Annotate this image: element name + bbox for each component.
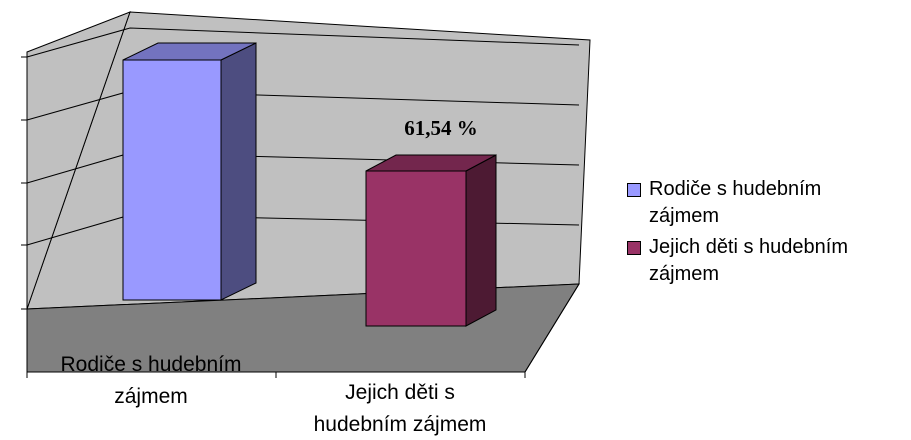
legend: Rodiče s hudebním zájmem Jejich děti s h… [627,176,907,292]
x-tick-label-0-1: zájmem [114,385,188,408]
bar-top-1 [365,154,497,172]
data-label-1: 61,54 % [404,116,478,140]
legend-swatch-children [627,241,641,255]
bar-front-0 [122,59,222,301]
bar-side-0 [220,42,257,301]
chart-left-wall [26,11,131,310]
gridline [26,27,580,58]
bar-top-0 [122,42,257,61]
legend-swatch-parents [627,183,641,197]
legend-label-children-line2: zájmem [649,263,720,285]
bar-front-1 [365,170,467,327]
legend-label-parents-line1: Rodiče s hudebním [649,178,822,200]
x-tick-label-0-0: Rodiče s hudebním [61,353,242,376]
x-tick-label-1-1: hudebním zájmem [314,413,487,436]
legend-label-children-line1: Jejich děti s hudebním [649,236,849,258]
legend-item-children: Jejich děti s hudebním zájmem [627,234,907,288]
legend-item-parents: Rodiče s hudebním zájmem [627,176,907,230]
bar-side-1 [465,154,497,327]
depth-axis-line [524,283,580,373]
x-tick-label-1-0: Jejich děti s [345,381,455,404]
legend-label-parents-line2: zájmem [649,205,720,227]
